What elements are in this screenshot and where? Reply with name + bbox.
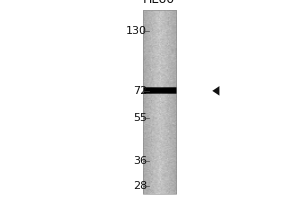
- Text: 28: 28: [133, 181, 147, 191]
- Text: 130: 130: [126, 26, 147, 36]
- Text: 72: 72: [133, 86, 147, 96]
- Bar: [142, 10, 176, 194]
- Text: HL60: HL60: [143, 0, 175, 6]
- Text: 36: 36: [133, 156, 147, 166]
- Text: 55: 55: [133, 113, 147, 123]
- Polygon shape: [212, 86, 219, 96]
